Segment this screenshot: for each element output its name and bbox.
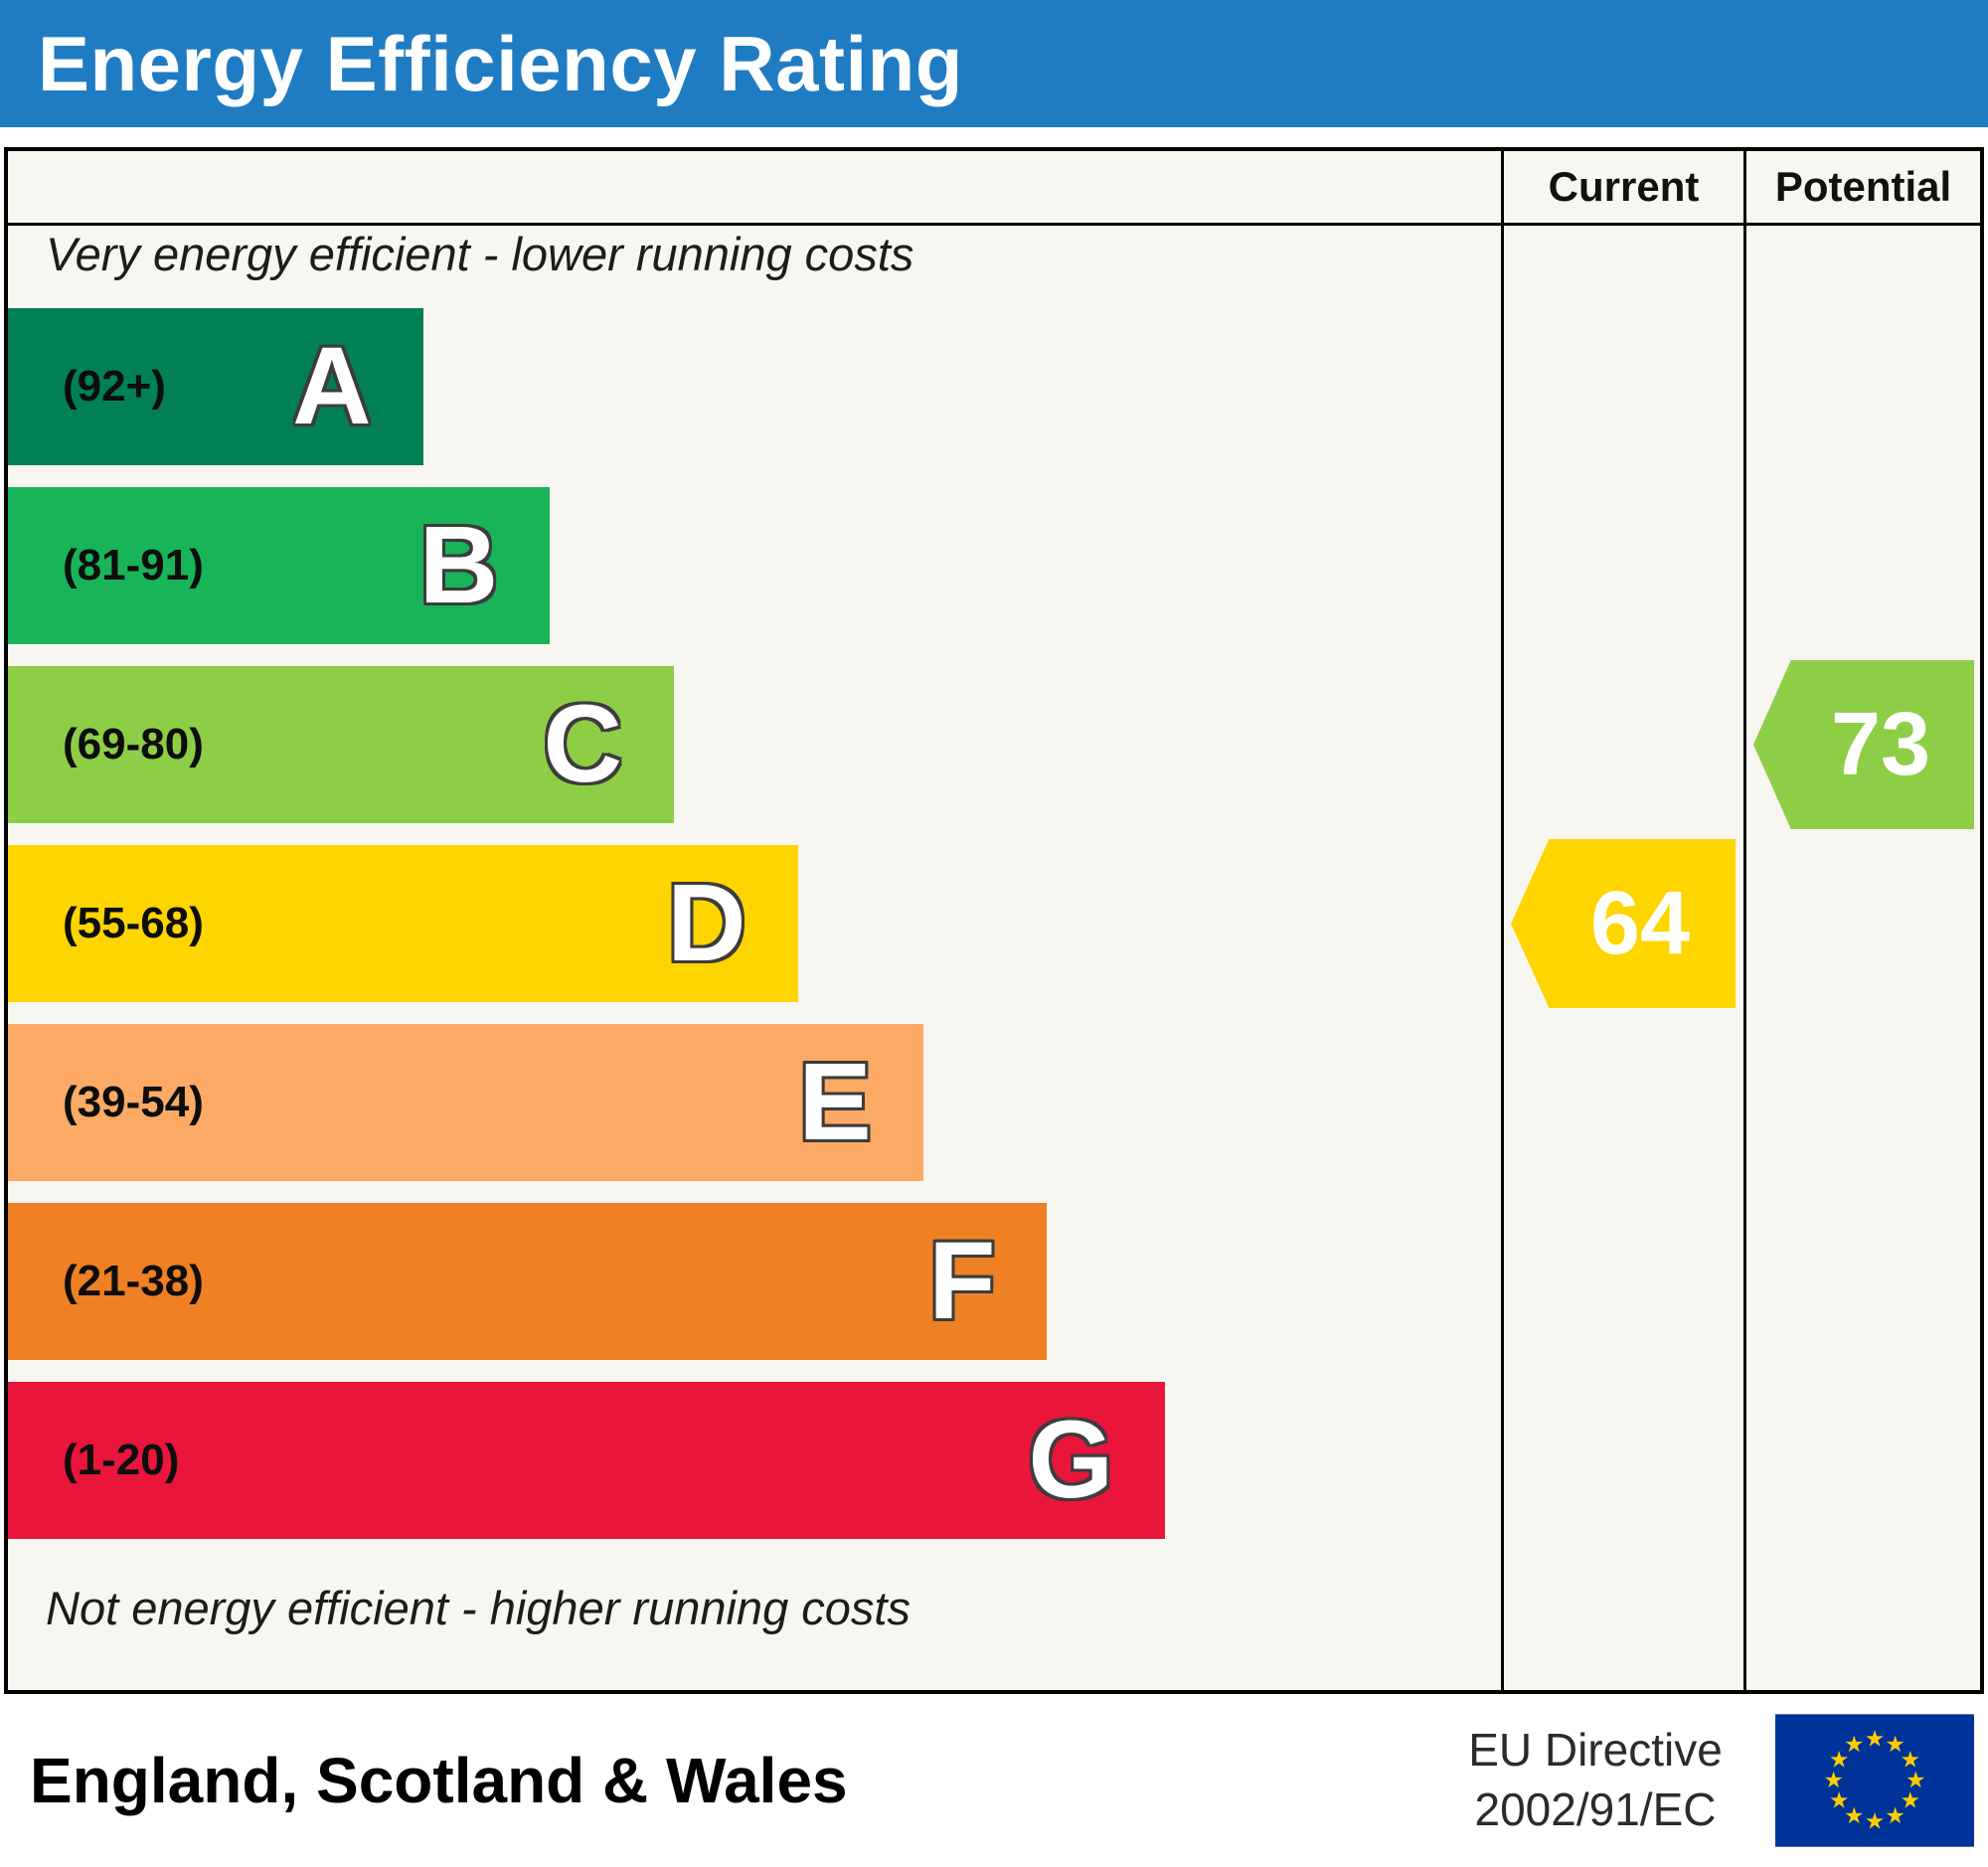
rating-band-e: (39-54) E xyxy=(8,1024,923,1181)
current-rating-arrow: 64 xyxy=(1511,839,1736,1008)
svg-text:★: ★ xyxy=(1905,1768,1925,1793)
current-rating-value: 64 xyxy=(1589,873,1691,973)
potential-rating-value: 73 xyxy=(1830,694,1931,794)
band-letter: F xyxy=(928,1220,996,1342)
svg-text:★: ★ xyxy=(1829,1747,1849,1773)
rating-chart: Current Potential Very energy efficient … xyxy=(4,147,1984,1694)
band-range-label: (1-20) xyxy=(63,1436,180,1484)
band-range-label: (92+) xyxy=(63,362,166,411)
band-letter: G xyxy=(1028,1399,1114,1521)
rating-band-f: (21-38) F xyxy=(8,1203,1048,1360)
svg-text:★: ★ xyxy=(1865,1727,1885,1753)
potential-column-divider xyxy=(1743,151,1746,1690)
band-letter: D xyxy=(667,862,746,984)
region-label: England, Scotland & Wales xyxy=(30,1745,848,1816)
potential-rating-arrow: 73 xyxy=(1753,660,1974,829)
band-range-label: (69-80) xyxy=(63,720,204,768)
svg-text:★: ★ xyxy=(1886,1803,1905,1829)
band-letter: C xyxy=(543,683,622,805)
potential-column-header: Potential xyxy=(1774,163,1952,210)
rating-band-g: (1-20) G xyxy=(8,1382,1166,1539)
svg-text:★: ★ xyxy=(1901,1788,1920,1814)
current-column-divider xyxy=(1501,151,1504,1690)
eu-directive-line1: EU Directive xyxy=(1468,1724,1723,1777)
bottom-caption: Not energy efficient - higher running co… xyxy=(46,1582,911,1634)
rating-band-d: (55-68) D xyxy=(8,845,798,1002)
eu-directive-line2: 2002/91/EC xyxy=(1474,1783,1717,1835)
svg-text:★: ★ xyxy=(1844,1803,1864,1829)
title-bar: Energy Efficiency Rating xyxy=(0,0,1988,127)
eu-flag-icon: ★ ★ ★ ★ ★ ★ ★ ★ ★ ★ ★ ★ xyxy=(1775,1714,1974,1847)
footer: England, Scotland & Wales EU Directive 2… xyxy=(0,1694,1988,1867)
svg-text:★: ★ xyxy=(1829,1788,1849,1814)
eu-directive-label: EU Directive 2002/91/EC xyxy=(1431,1721,1759,1840)
band-letter: E xyxy=(798,1041,872,1163)
band-range-label: (55-68) xyxy=(63,899,204,947)
band-range-label: (81-91) xyxy=(63,541,204,590)
rating-band-b: (81-91) B xyxy=(8,487,551,644)
svg-text:★: ★ xyxy=(1901,1747,1920,1773)
band-letter: A xyxy=(292,325,372,447)
band-letter: B xyxy=(418,504,499,626)
svg-text:★: ★ xyxy=(1886,1732,1905,1758)
current-column-header: Current xyxy=(1548,163,1700,210)
rating-bands: (92+) A (81-91) B (69-80) C (55-68) D (39-54) E (2… xyxy=(8,151,1501,1690)
band-range-label: (21-38) xyxy=(63,1257,204,1305)
svg-text:★: ★ xyxy=(1824,1768,1844,1793)
svg-text:★: ★ xyxy=(1865,1808,1885,1834)
rating-band-a: (92+) A xyxy=(8,308,423,465)
column-header-divider xyxy=(8,223,1980,226)
page-title: Energy Efficiency Rating xyxy=(38,19,963,107)
band-range-label: (39-54) xyxy=(63,1078,204,1126)
top-caption: Very energy efficient - lower running co… xyxy=(46,228,914,280)
svg-text:★: ★ xyxy=(1844,1732,1864,1758)
rating-band-c: (69-80) C xyxy=(8,666,674,823)
